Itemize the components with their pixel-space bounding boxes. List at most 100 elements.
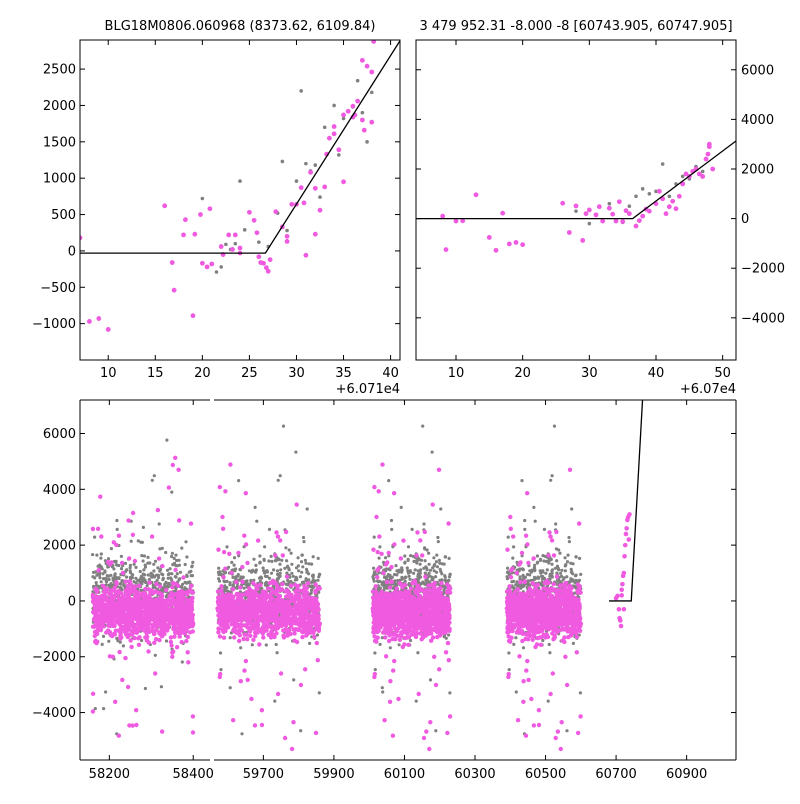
data-point [409,554,412,557]
data-point [200,261,205,266]
data-point [313,232,318,237]
data-point [648,192,652,196]
data-point [120,561,124,565]
data-point [165,627,169,631]
data-point [142,526,145,529]
data-point [309,606,313,610]
data-point [400,506,403,509]
data-point [620,219,625,224]
data-point [312,618,316,622]
data-point [310,581,313,584]
data-point [260,614,264,618]
data-point [234,567,237,570]
data-point [154,654,157,657]
data-point [304,607,308,611]
data-point [96,316,101,321]
data-point [295,587,299,591]
data-point [93,536,96,539]
data-point [146,556,149,559]
data-point [176,584,180,588]
data-point [124,562,127,565]
data-point [98,614,102,618]
data-point [267,624,271,628]
data-point [129,569,132,572]
data-point [288,568,291,571]
data-point [281,553,285,557]
data-point [156,579,159,582]
data-point [413,579,417,583]
data-point [346,109,351,114]
data-point [274,590,278,594]
data-point [231,576,234,579]
data-point [403,561,406,564]
data-point [188,580,191,583]
data-point [241,576,244,579]
data-point [134,723,138,727]
data-point [153,474,156,477]
data-point [361,111,365,115]
data-point [170,655,174,659]
data-point [218,485,222,489]
data-point [417,579,420,582]
data-point [178,634,182,638]
data-point [201,197,205,201]
data-point [269,635,273,639]
data-point [293,612,297,616]
data-point [139,581,142,584]
data-point [218,615,222,619]
data-point [289,202,294,207]
data-point [260,708,264,712]
data-point [230,561,233,564]
data-point [167,585,170,588]
data-point [221,630,225,634]
data-point [183,217,188,222]
data-point [108,584,111,587]
data-point [215,270,219,274]
data-point [377,534,381,538]
data-point [285,572,288,575]
data-point [269,587,273,591]
data-point [133,625,137,629]
axes-frame [80,40,400,360]
data-point [398,638,402,642]
data-point [587,208,592,213]
data-point [166,569,169,572]
data-point [185,613,189,617]
data-point [287,600,291,604]
data-point [304,559,307,562]
data-point [278,563,281,566]
data-point [439,507,442,510]
data-point [131,533,135,537]
data-point [588,222,592,226]
data-point [108,630,112,634]
data-point [159,627,163,631]
data-point [242,668,246,672]
data-point [292,631,296,635]
data-point [169,576,172,579]
data-point [255,629,259,633]
data-point [155,617,159,621]
data-point [391,734,395,738]
data-point [107,557,110,560]
data-point [245,561,249,565]
y-tick-label: 2500 [43,63,76,78]
data-point [376,579,379,582]
data-point [302,540,305,543]
data-point [126,592,130,596]
data-point [299,89,303,93]
data-point [93,630,97,634]
data-point [259,605,263,609]
data-point [156,508,160,512]
data-point [399,556,403,560]
data-point [305,571,308,574]
data-point [233,242,237,246]
data-point [93,617,97,621]
data-point [275,559,278,562]
data-point [273,581,277,585]
data-point [403,554,406,557]
data-point [129,566,132,569]
data-point [446,521,450,525]
data-point [103,604,107,608]
data-point [238,179,242,183]
